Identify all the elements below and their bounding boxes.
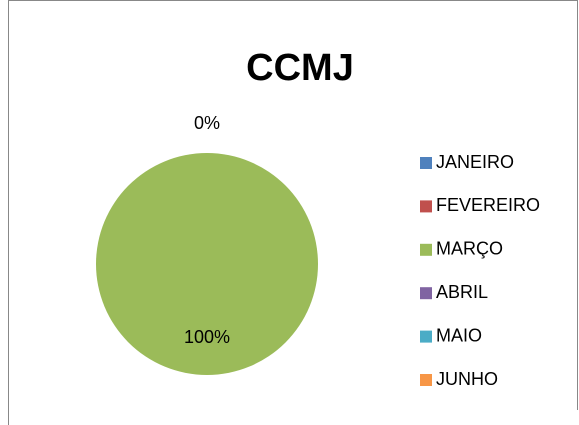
legend-swatch	[420, 374, 432, 386]
chart-border	[8, 0, 578, 425]
legend-label: ABRIL	[436, 282, 488, 302]
legend-label: MARÇO	[436, 239, 503, 259]
legend-swatch	[420, 200, 432, 213]
legend-label: FEVEREIRO	[436, 195, 540, 215]
data-label: 0%	[194, 113, 220, 133]
legend-swatch	[420, 287, 432, 300]
legend-label: JANEIRO	[436, 152, 514, 172]
legend-label: MAIO	[436, 325, 482, 345]
legend-swatch	[420, 157, 432, 169]
chart-title: CCMJ	[246, 47, 354, 89]
pie-slice	[96, 153, 318, 375]
legend-swatch	[420, 330, 432, 343]
data-label: 100%	[184, 327, 230, 347]
legend-swatch	[420, 243, 432, 256]
legend-label: JUNHO	[436, 369, 498, 389]
